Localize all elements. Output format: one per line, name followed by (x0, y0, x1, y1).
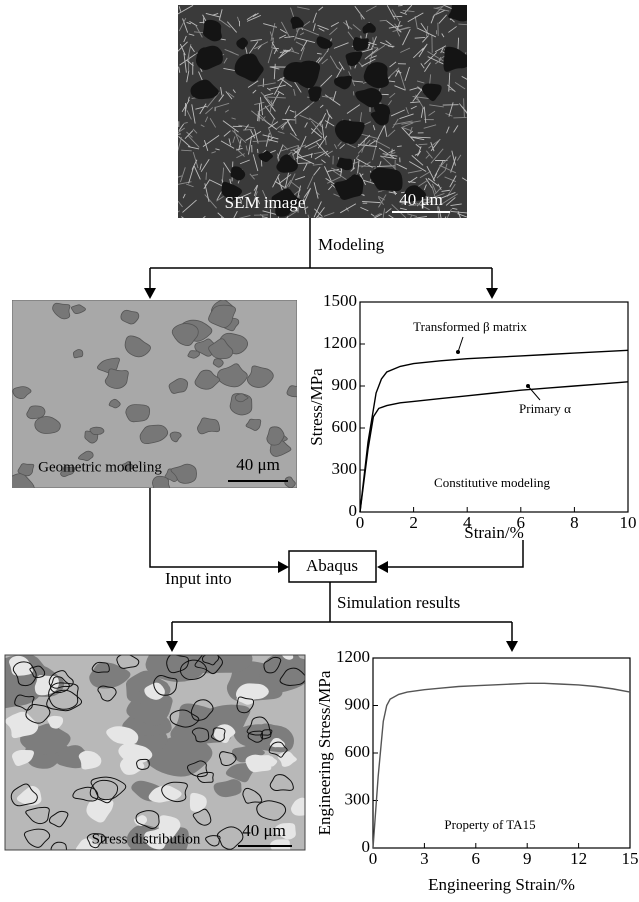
sem-lath (380, 20, 387, 21)
y-tick-label: 300 (332, 459, 358, 478)
arrowhead (377, 561, 388, 573)
sem-scale: 40 μm (399, 190, 443, 209)
sem-lath (467, 217, 476, 223)
series-label: Primary α (519, 401, 571, 416)
arrowhead (144, 288, 156, 299)
sem-lath (167, 211, 179, 220)
x-tick-label: 8 (570, 513, 579, 532)
y-tick-label: 1200 (336, 647, 370, 666)
alpha-grain (105, 369, 128, 389)
x-tick-label: 12 (570, 849, 587, 868)
sem-lath (311, 153, 312, 157)
y-tick-label: 0 (349, 501, 358, 520)
y-tick-label: 900 (345, 694, 371, 713)
sem-lath (170, 134, 178, 151)
arrowhead (486, 288, 498, 299)
arrow-tip (526, 384, 530, 388)
abaqus-label: Abaqus (306, 556, 358, 575)
figure: SEM image 40 μm Geometric modeling 40 μm… (0, 0, 639, 902)
y-tick-label: 900 (332, 375, 358, 394)
arrowhead (278, 561, 289, 573)
sem-lath (181, 150, 192, 151)
y-tick-label: 300 (345, 789, 371, 808)
x-axis-label: Engineering Strain/% (428, 875, 575, 894)
x-tick-label: 0 (356, 513, 365, 532)
input-label: Input into (165, 569, 232, 588)
series-line (360, 382, 628, 512)
arrowhead (166, 641, 178, 652)
x-tick-label: 15 (622, 849, 639, 868)
y-tick-label: 600 (332, 417, 358, 436)
alpha-grain (287, 386, 305, 397)
x-axis-label: Strain/% (464, 523, 524, 542)
alpha-grain (152, 476, 169, 491)
annotation: Constitutive modeling (434, 475, 550, 490)
label-arrow (458, 337, 463, 352)
stress-scale: 40 μm (242, 821, 286, 840)
chart: 0246810030060090012001500Strain/%Stress/… (307, 291, 637, 542)
modeling-label: Modeling (318, 235, 385, 254)
annotation: Property of TA15 (444, 817, 535, 832)
connector (150, 218, 492, 290)
sem-lath (453, 117, 466, 118)
x-tick-label: 0 (369, 849, 378, 868)
sem-lath (282, 119, 295, 120)
alpha-grain (126, 405, 150, 422)
arrowhead (506, 641, 518, 652)
y-axis-label: Stress/MPa (307, 368, 326, 446)
x-tick-label: 10 (620, 513, 637, 532)
geometric-scale: 40 μm (236, 455, 280, 474)
stress-label: Stress distribution (92, 831, 201, 847)
sem-lath (259, 104, 260, 122)
x-tick-label: 2 (409, 513, 418, 532)
y-axis-label: Engineering Stress/MPa (315, 670, 334, 835)
alpha-grain (90, 427, 104, 434)
sem-grain (443, 47, 471, 72)
label-arrow (528, 386, 540, 400)
simulation-label: Simulation results (337, 593, 460, 612)
arrow-tip (456, 350, 460, 354)
y-tick-label: 0 (362, 837, 371, 856)
chart: 0 3 6 9 12 15 0 300 600 900 1200 Engineering Strain… (315, 647, 639, 894)
x-tick-label: 9 (523, 849, 532, 868)
sem-label: SEM image (225, 193, 306, 212)
y-tick-label: 1200 (323, 333, 357, 352)
geometric-label: Geometric modeling (38, 459, 162, 475)
x-tick-label: 3 (420, 849, 429, 868)
series-label: Transformed β matrix (413, 319, 527, 334)
y-tick-label: 600 (345, 742, 371, 761)
y-tick-label: 1500 (323, 291, 357, 310)
x-tick-label: 6 (472, 849, 481, 868)
